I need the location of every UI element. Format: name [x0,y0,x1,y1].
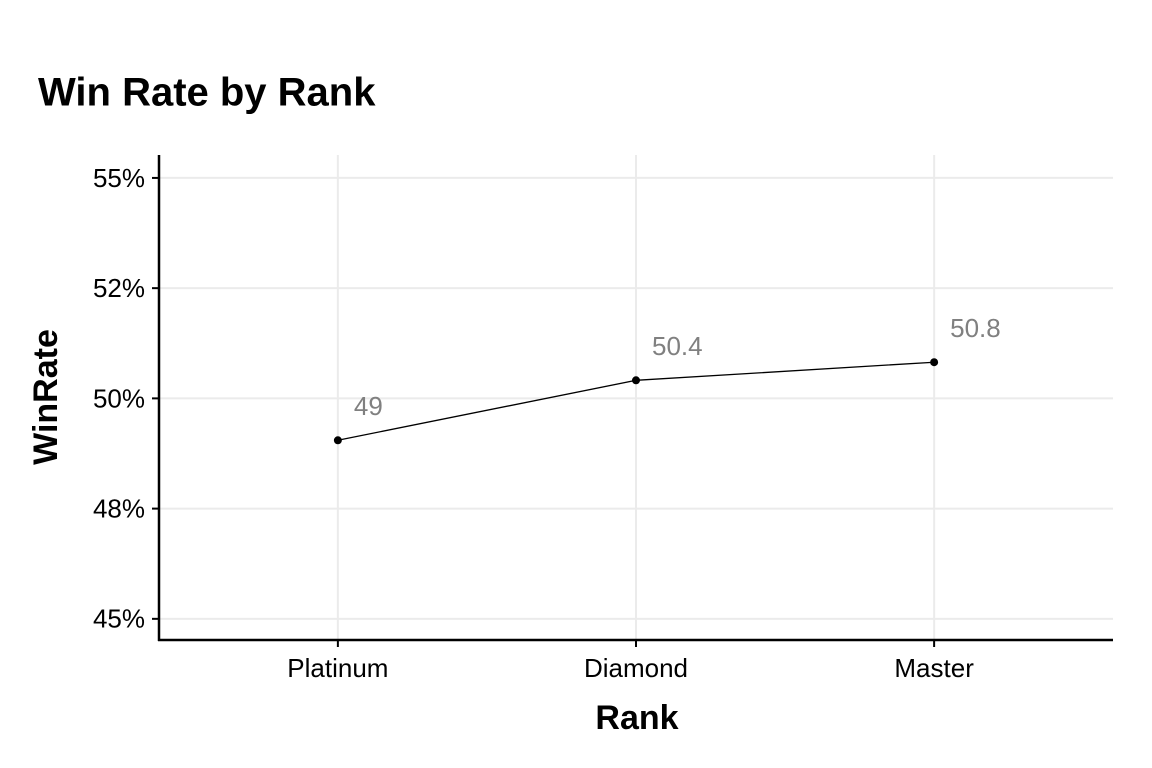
y-tick-label: 55% [93,163,145,193]
data-label: 49 [354,391,383,421]
x-tick-label: Platinum [287,653,388,683]
point [333,436,342,445]
data-label: 50.4 [652,331,703,361]
x-axis-title: Rank [595,699,678,737]
point [930,358,939,367]
y-tick-label: 52% [93,273,145,303]
y-tick-label: 45% [93,604,145,634]
x-tick-label: Master [894,653,974,683]
point [632,376,640,385]
chart-title: Win Rate by Rank [38,71,376,115]
x-tick-label: Diamond [584,653,688,683]
y-tick-label: 48% [93,493,145,523]
y-axis-title: WinRate [27,329,65,465]
data-label: 50.8 [950,313,1001,343]
y-tick-label: 50% [93,383,145,413]
